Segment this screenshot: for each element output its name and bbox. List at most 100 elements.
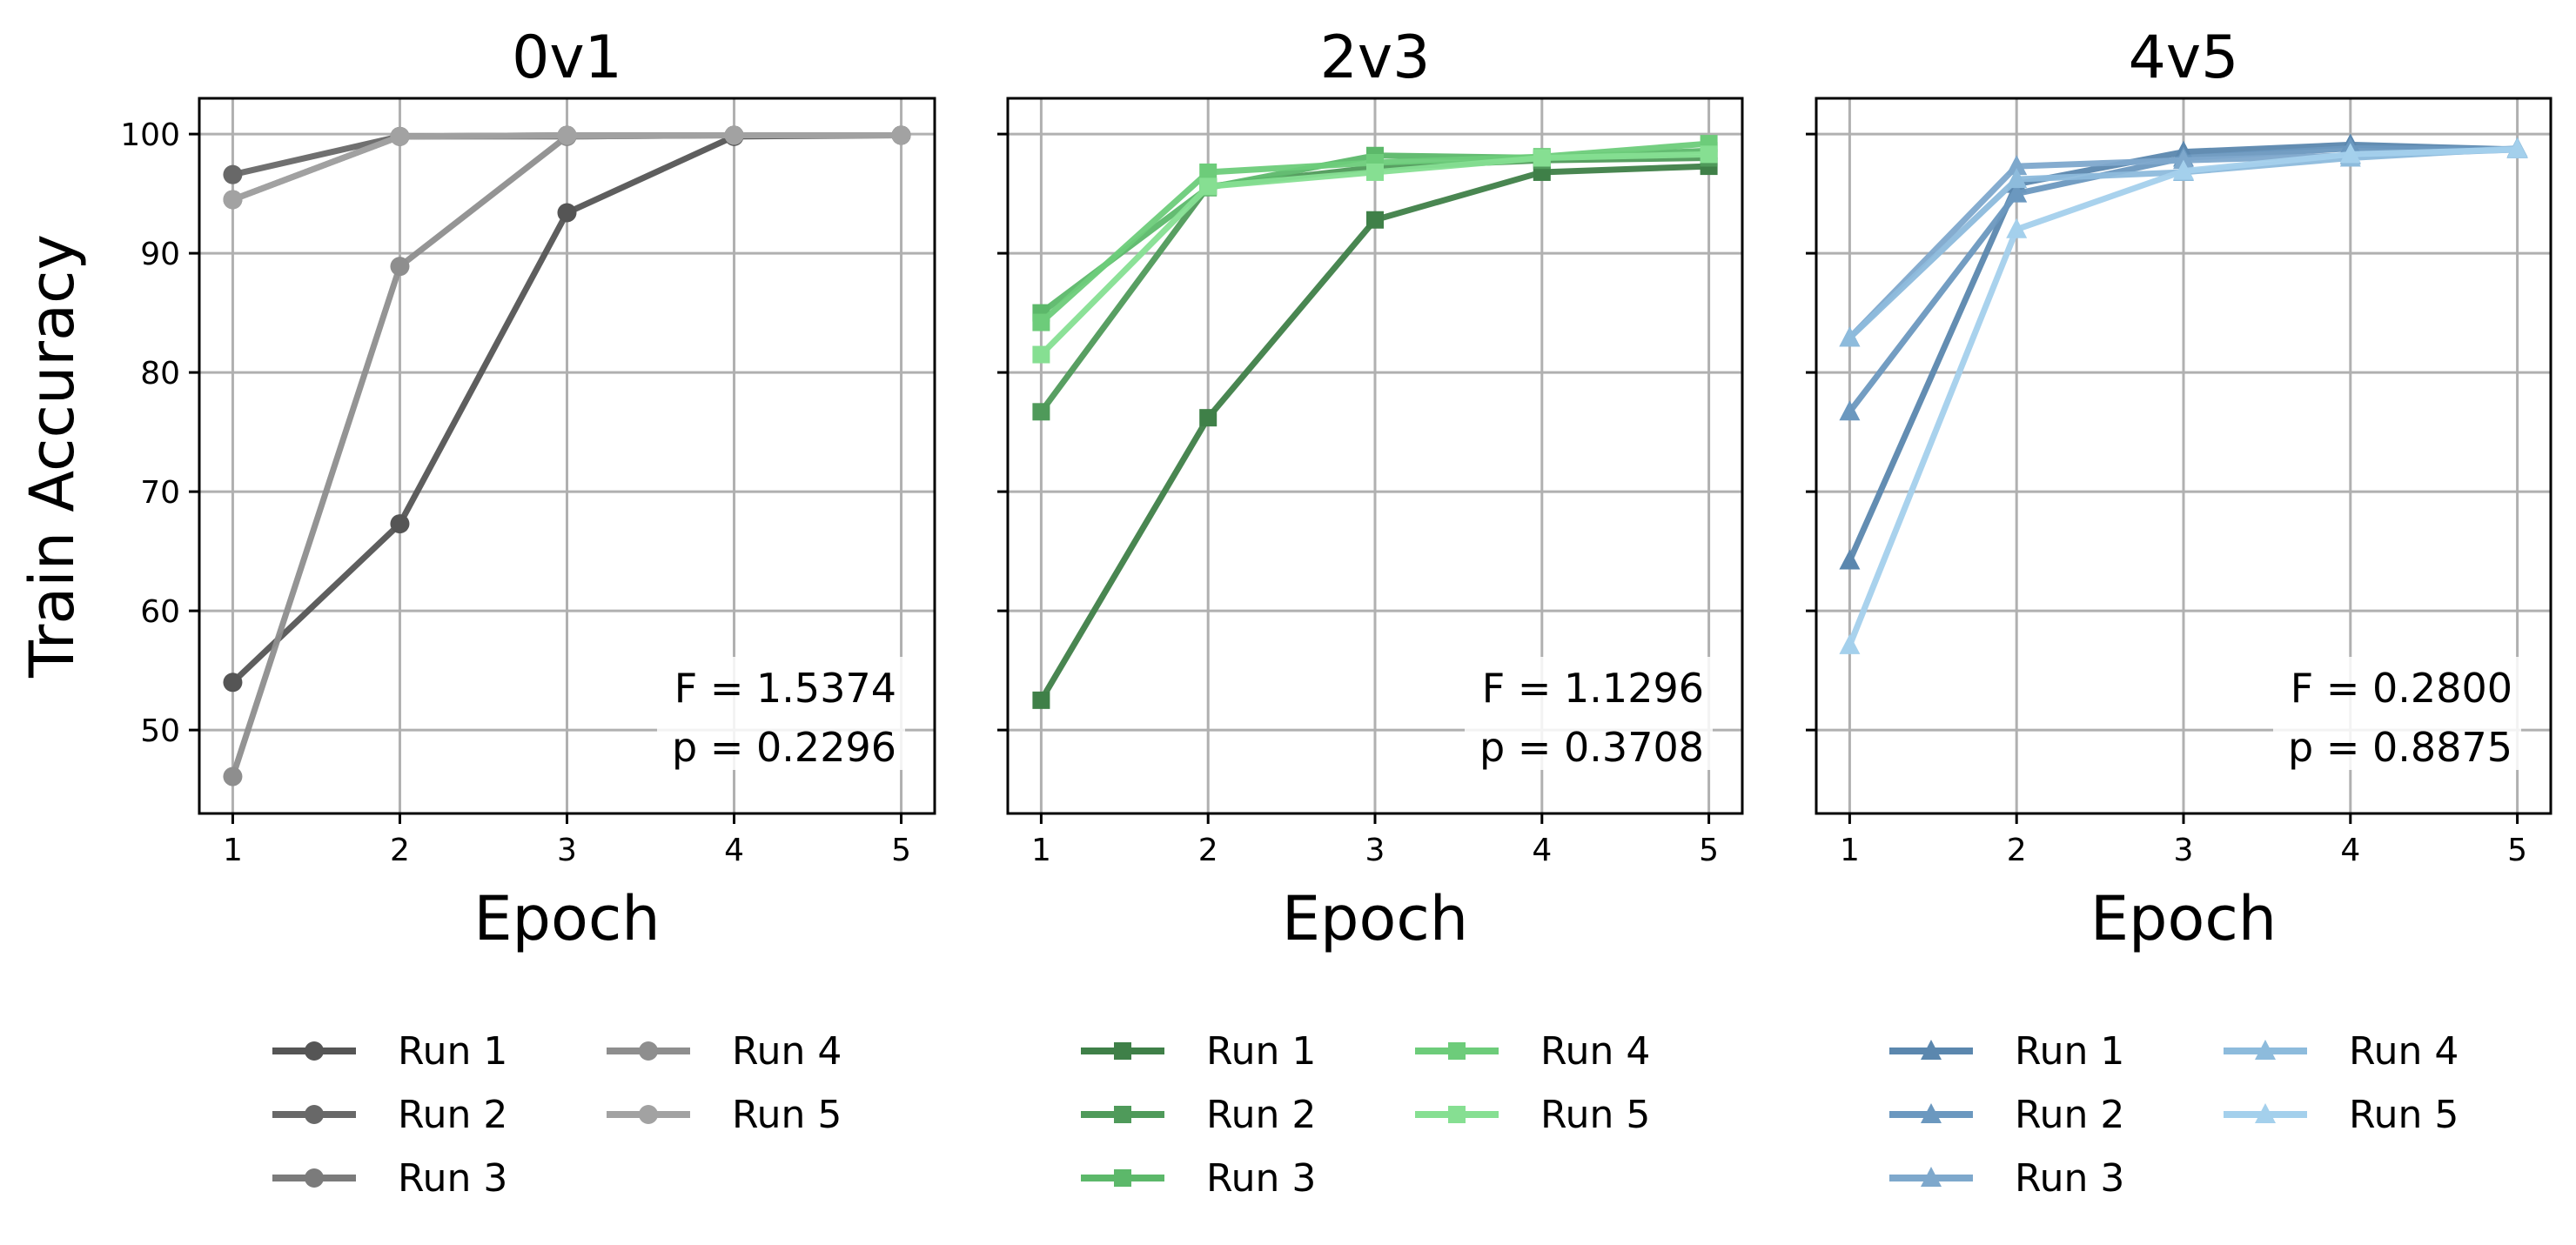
- legend-item-run-1: Run 1: [1081, 1029, 1316, 1074]
- legend-item-run-3: Run 3: [1081, 1156, 1316, 1201]
- data-point-run-5: [557, 125, 577, 145]
- legend-item-run-1: Run 1: [1889, 1029, 2124, 1074]
- data-point-run-2: [223, 164, 243, 184]
- legend-label: Run 1: [1206, 1029, 1316, 1074]
- data-point-run-5: [1533, 149, 1551, 167]
- data-point-run-1: [1839, 549, 1861, 570]
- legend-4v5: Run 1 Run 2 Run 3 Run 4 Run 5: [1889, 1029, 2459, 1201]
- legend-item-run-3: Run 3: [272, 1156, 507, 1201]
- legend-marker-triangle: [2255, 1103, 2276, 1123]
- x-tick-label: 4: [2340, 833, 2360, 868]
- stat-p-value: p = 0.8875: [2288, 724, 2512, 771]
- data-point-run-5: [223, 190, 243, 210]
- legend-marker-triangle: [1921, 1103, 1942, 1123]
- x-tick-label: 2: [390, 833, 410, 868]
- x-axis-label: Epoch: [2090, 883, 2277, 954]
- legend-label: Run 3: [398, 1156, 507, 1201]
- x-tick-label: 2: [1198, 833, 1218, 868]
- legend-marker-square: [1448, 1042, 1466, 1060]
- y-tick-label: 70: [140, 475, 180, 511]
- legend-marker-square: [1114, 1042, 1131, 1060]
- data-point-run-4: [2006, 168, 2028, 189]
- stat-box: [1465, 657, 1713, 770]
- data-point-run-2: [2006, 182, 2028, 203]
- stat-box: [657, 657, 905, 770]
- x-tick-label: 2: [2007, 833, 2027, 868]
- data-point-run-3: [2173, 149, 2194, 170]
- legend-marker-circle: [305, 1105, 324, 1124]
- y-tick-label: 50: [140, 713, 180, 749]
- data-point-run-5: [2006, 218, 2028, 238]
- legend-marker-square: [1114, 1106, 1131, 1123]
- legend-marker-square: [1114, 1169, 1131, 1187]
- panel-title: 2v3: [1320, 23, 1431, 92]
- legend-marker-triangle: [2255, 1040, 2276, 1060]
- chart-panel-4v5: 1 2 3 4 5 4v5 Epoch F = 0.2800 p = 0.8875: [1806, 23, 2553, 954]
- x-tick-label: 4: [724, 833, 744, 868]
- legend-item-run-4: Run 4: [1415, 1029, 1650, 1074]
- data-point-run-1: [223, 673, 243, 693]
- legend-marker-square: [1448, 1106, 1466, 1123]
- x-tick-label: 1: [223, 833, 243, 868]
- legend-label: Run 1: [2015, 1029, 2124, 1074]
- data-point-run-4: [390, 257, 410, 277]
- legend-2v3: Run 1 Run 2 Run 3 Run 4 Run 5: [1081, 1029, 1650, 1201]
- data-point-run-5: [1700, 145, 1718, 164]
- legend-label: Run 5: [1540, 1093, 1650, 1137]
- chart-panel-0v1: 1 2 3 4 5 50 60 70 80 90 100 0v1 Epoch Train Accuracy…: [17, 23, 936, 954]
- data-point-run-5: [1199, 177, 1218, 196]
- legend-marker-circle: [639, 1105, 658, 1124]
- panel-title: 0v1: [512, 23, 622, 92]
- legend-label: Run 3: [1206, 1156, 1316, 1201]
- legend-item-run-4: Run 4: [2224, 1029, 2459, 1074]
- stat-p-value: p = 0.2296: [672, 724, 896, 771]
- data-point-run-5: [2173, 159, 2194, 180]
- legend-item-run-5: Run 5: [2224, 1093, 2459, 1137]
- data-point-run-4: [1839, 326, 1861, 347]
- y-tick-label: 60: [140, 594, 180, 630]
- data-point-run-4: [223, 766, 243, 786]
- data-point-run-4: [1032, 313, 1050, 331]
- legend-label: Run 2: [2015, 1093, 2124, 1137]
- y-axis-label: Train Accuracy: [17, 234, 88, 679]
- x-axis-label: Epoch: [473, 883, 660, 954]
- data-point-run-5: [2339, 143, 2361, 164]
- legend-marker-circle: [305, 1168, 324, 1188]
- legend-label: Run 4: [732, 1029, 842, 1074]
- data-point-run-1: [557, 203, 577, 223]
- legend-label: Run 1: [398, 1029, 507, 1074]
- legend-marker-triangle: [1921, 1167, 1942, 1187]
- data-point-run-1: [1366, 211, 1384, 229]
- stat-f-value: F = 0.2800: [2291, 665, 2512, 712]
- legend-marker-circle: [639, 1041, 658, 1061]
- legend-item-run-3: Run 3: [1889, 1156, 2124, 1201]
- data-point-run-5: [724, 125, 744, 145]
- stat-box: [2273, 657, 2521, 770]
- data-point-run-2: [1032, 403, 1050, 421]
- x-tick-label: 5: [2507, 833, 2527, 868]
- x-tick-label: 3: [1365, 833, 1385, 868]
- x-tick-label: 1: [1031, 833, 1051, 868]
- data-point-run-5: [1839, 633, 1861, 654]
- data-point-run-3: [2006, 155, 2028, 176]
- x-tick-label: 1: [1840, 833, 1860, 868]
- data-point-run-4: [1199, 163, 1218, 181]
- legend-marker-circle: [305, 1041, 324, 1061]
- data-point-run-5: [2506, 137, 2528, 158]
- x-tick-label: 5: [891, 833, 911, 868]
- data-point-run-5: [390, 126, 410, 146]
- data-point-run-5: [1032, 345, 1050, 364]
- legend-item-run-2: Run 2: [1081, 1093, 1316, 1137]
- legend-label: Run 3: [2015, 1156, 2124, 1201]
- panel-title: 4v5: [2129, 23, 2239, 92]
- legend-label: Run 4: [1540, 1029, 1650, 1074]
- legend-item-run-5: Run 5: [607, 1093, 842, 1137]
- y-tick-label: 80: [140, 356, 180, 392]
- data-point-run-2: [1839, 400, 1861, 421]
- stat-f-value: F = 1.5374: [674, 665, 896, 712]
- legend-marker-triangle: [1921, 1040, 1942, 1060]
- legend-label: Run 4: [2349, 1029, 2459, 1074]
- legend-item-run-2: Run 2: [272, 1093, 507, 1137]
- x-tick-label: 3: [557, 833, 577, 868]
